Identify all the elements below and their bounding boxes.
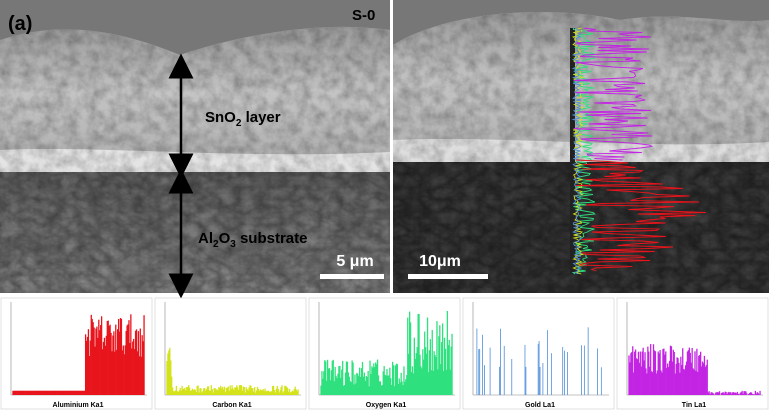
text: substrate bbox=[236, 230, 308, 247]
spectrum-panel: Aluminium Ka1 bbox=[1, 298, 152, 409]
spectra: Aluminium Ka1 Carbon Ka1 Oxygen Ka1 Gold La… bbox=[1, 298, 768, 409]
spectrum-panel: Carbon Ka1 bbox=[155, 298, 306, 409]
text: O bbox=[219, 230, 231, 247]
spectrum-panel: Oxygen Ka1 bbox=[309, 298, 460, 409]
sem-left: (a) S-0 SnO2 layer Al2O3 substrate 5 μm bbox=[0, 0, 390, 293]
sem-right: 10μm bbox=[393, 0, 769, 293]
spectrum-label: Carbon Ka1 bbox=[212, 402, 251, 409]
scale-bar bbox=[320, 274, 384, 279]
spectrum-label: Tin La1 bbox=[682, 402, 706, 409]
scan-axis bbox=[570, 28, 575, 274]
figure: (a) S-0 SnO2 layer Al2O3 substrate 5 μm … bbox=[0, 0, 769, 411]
scale-bar-label: 10μm bbox=[419, 253, 461, 270]
spectrum-panel: Gold La1 bbox=[463, 298, 614, 409]
spectrum-panel: Tin La1 bbox=[617, 298, 768, 409]
scale-bar-label: 5 μm bbox=[336, 253, 373, 270]
text: SnO bbox=[205, 109, 236, 126]
spectrum-label: Gold La1 bbox=[525, 402, 555, 409]
text: layer bbox=[241, 109, 280, 126]
spectrum-label: Oxygen Ka1 bbox=[366, 402, 407, 409]
text: Al bbox=[198, 230, 213, 247]
panel-label: (a) bbox=[8, 13, 32, 35]
scale-bar bbox=[408, 274, 488, 279]
sample-label: S-0 bbox=[352, 7, 375, 24]
spectrum-label: Aluminium Ka1 bbox=[53, 402, 104, 409]
